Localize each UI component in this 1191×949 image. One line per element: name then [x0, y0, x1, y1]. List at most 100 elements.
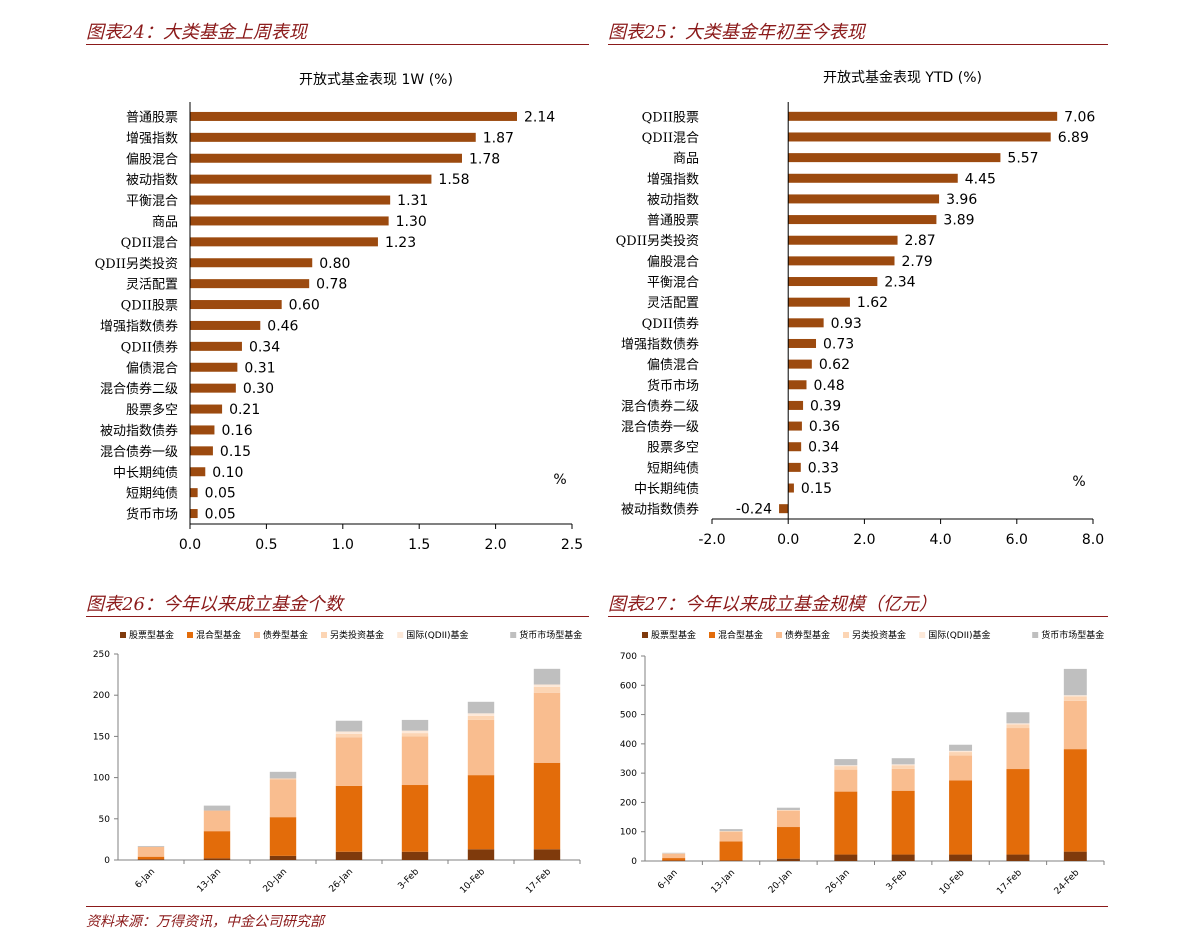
- x-tick-label: 13-Jan: [195, 867, 223, 895]
- segment-24-Feb-另类投资基金: [1063, 696, 1087, 701]
- y-tick-label: 500: [620, 711, 637, 721]
- x-tick-label: 4.0: [929, 532, 951, 548]
- bar-普通股票: [788, 215, 937, 225]
- x-tick-label: 1.0: [332, 537, 354, 553]
- segment-26-Jan-股票型基金: [335, 851, 363, 860]
- chart25-title-rule: [608, 44, 1108, 45]
- category-label: QDII另类投资: [95, 256, 178, 272]
- category-label: 混合债券二级: [100, 381, 178, 397]
- x-tick-label: 10-Feb: [938, 868, 967, 897]
- x-tick-label: 6.0: [1006, 532, 1028, 548]
- value-label: 0.30: [243, 381, 274, 397]
- value-label: 3.89: [943, 213, 974, 229]
- bar-偏股混合: [190, 153, 462, 163]
- value-label: -0.24: [736, 502, 772, 518]
- value-label: 1.78: [469, 151, 500, 167]
- legend-swatch: [1032, 632, 1039, 638]
- value-label: 0.21: [229, 402, 260, 418]
- category-label: 股票多空: [126, 402, 178, 418]
- segment-24-Feb-货币市场型基金: [1063, 668, 1087, 696]
- x-tick-label: 26-Jan: [327, 867, 355, 895]
- bar-QDII债券: [788, 318, 824, 328]
- source-rule: [86, 906, 1108, 907]
- segment-6-Jan-货币市场型基金: [662, 852, 686, 854]
- x-tick-label: 24-Feb: [1053, 868, 1082, 897]
- value-label: 1.30: [396, 214, 427, 230]
- x-tick-label: 3-Feb: [396, 867, 421, 892]
- segment-26-Jan-债券型基金: [335, 737, 363, 786]
- legend-label: 货币市场型基金: [519, 629, 582, 641]
- chart25-heading: 开放式基金表现 YTD (%): [823, 69, 982, 86]
- category-label: QDII债券: [121, 339, 178, 355]
- category-label: 灵活配置: [647, 296, 699, 311]
- bar-QDII债券: [190, 341, 242, 351]
- category-label: 混合债券一级: [621, 419, 699, 435]
- bar-增强指数债券: [190, 320, 261, 330]
- bar-股票多空: [190, 404, 223, 414]
- segment-26-Jan-另类投资基金: [834, 766, 858, 770]
- bar-灵活配置: [788, 297, 850, 307]
- unit-label: %: [553, 472, 566, 488]
- segment-13-Jan-货币市场型基金: [719, 829, 743, 832]
- legend-swatch: [397, 632, 404, 638]
- value-label: 0.48: [813, 378, 844, 394]
- segment-20-Jan-货币市场型基金: [269, 771, 297, 779]
- legend-label: 债券型基金: [785, 629, 830, 641]
- value-label: 0.93: [831, 316, 862, 332]
- value-label: 4.45: [965, 171, 996, 187]
- segment-13-Jan-混合型基金: [719, 841, 743, 861]
- segment-17-Feb-国际(QDII)基金: [1006, 723, 1030, 725]
- category-label: 被动指数: [647, 193, 699, 208]
- chart27-title: 图表27：今年以来成立基金规模（亿元）: [608, 594, 937, 615]
- segment-26-Jan-另类投资基金: [335, 733, 363, 738]
- category-label: 被动指数: [126, 173, 178, 188]
- category-label: 混合债券一级: [100, 444, 178, 460]
- legend-label: 国际(QDII)基金: [928, 629, 990, 641]
- legend-swatch: [510, 632, 517, 638]
- x-tick-label: 13-Jan: [710, 868, 738, 896]
- y-tick-label: 400: [620, 740, 637, 750]
- segment-10-Feb-混合型基金: [467, 775, 495, 850]
- bar-偏债混合: [788, 359, 812, 369]
- category-label: QDII另类投资: [616, 233, 699, 249]
- segment-10-Feb-货币市场型基金: [467, 701, 495, 714]
- y-tick-label: 200: [620, 798, 637, 808]
- value-label: 2.34: [884, 275, 915, 291]
- legend-swatch: [321, 632, 327, 638]
- category-label: QDII债券: [642, 316, 699, 332]
- segment-24-Feb-国际(QDII)基金: [1063, 695, 1087, 697]
- chart27-title-rule: [608, 616, 1108, 617]
- x-tick-label: 2.0: [484, 537, 506, 553]
- value-label: 7.06: [1064, 109, 1095, 125]
- segment-3-Feb-国际(QDII)基金: [401, 730, 429, 734]
- segment-10-Feb-股票型基金: [467, 849, 495, 860]
- segment-17-Feb-货币市场型基金: [1006, 712, 1030, 724]
- legend-swatch: [919, 632, 926, 638]
- legend-label: 另类投资基金: [330, 629, 384, 641]
- y-tick-label: 600: [620, 681, 637, 691]
- legend-label: 另类投资基金: [852, 629, 906, 641]
- bar-QDII混合: [788, 132, 1051, 142]
- bar-QDII股票: [190, 300, 282, 310]
- bar-QDII另类投资: [190, 258, 313, 268]
- bar-平衡混合: [788, 277, 878, 287]
- legend-label: 股票型基金: [129, 629, 174, 641]
- segment-10-Feb-另类投资基金: [949, 752, 973, 756]
- legend-swatch: [254, 632, 260, 638]
- segment-20-Jan-债券型基金: [269, 779, 297, 818]
- segment-17-Feb-混合型基金: [1006, 769, 1030, 855]
- x-tick-label: 6-Jan: [656, 868, 680, 892]
- value-label: 3.96: [946, 192, 977, 208]
- segment-17-Feb-另类投资基金: [1006, 724, 1030, 729]
- segment-13-Jan-债券型基金: [719, 832, 743, 842]
- value-label: 0.31: [244, 360, 275, 376]
- y-tick-label: 300: [620, 769, 637, 779]
- segment-10-Feb-股票型基金: [949, 854, 973, 861]
- category-label: 中长期纯债: [113, 466, 178, 481]
- value-label: 5.57: [1007, 151, 1038, 167]
- segment-13-Jan-货币市场型基金: [203, 805, 231, 811]
- value-label: 0.10: [212, 465, 243, 481]
- category-label: 中长期纯债: [634, 482, 699, 497]
- category-label: 股票多空: [647, 440, 699, 456]
- value-label: 0.39: [810, 398, 841, 414]
